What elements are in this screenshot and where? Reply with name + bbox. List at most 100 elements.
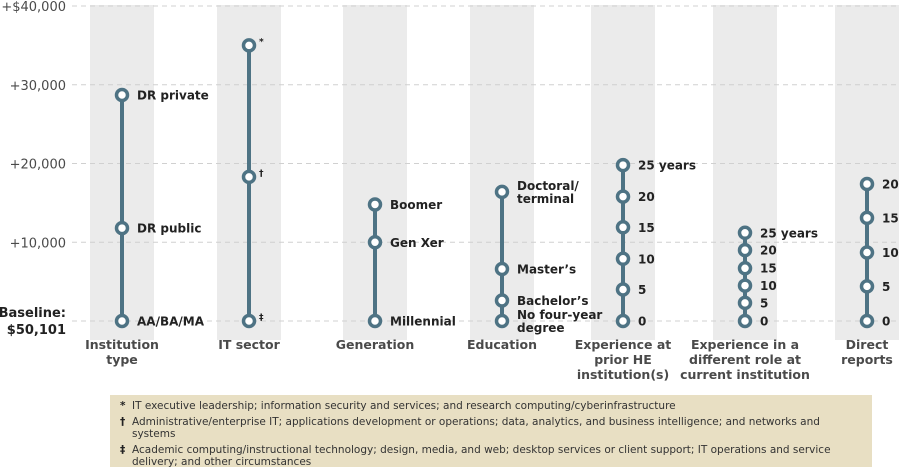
point-label-line: 20 (760, 244, 777, 258)
point-label: 5 (760, 296, 768, 310)
footnote-marker: * (259, 37, 264, 47)
point-label-line: 0 (638, 315, 646, 329)
data-point (737, 225, 753, 241)
point-label-line: Doctoral/ (517, 179, 579, 193)
point-label-line: 10 (760, 279, 777, 293)
footnote-executive: * IT executive leadership; information s… (120, 400, 862, 413)
point-label: 10 (882, 246, 899, 260)
point-label: No four-year degree (517, 308, 602, 335)
point-label-line: AA/BA/MA (137, 315, 205, 329)
data-point (859, 313, 875, 329)
category-label-line: Experience at (575, 337, 672, 352)
point-label: 0 (760, 315, 768, 329)
baseline-label-line: $50,101 (7, 323, 66, 338)
y-tick-label: +10,000 (10, 236, 66, 251)
data-point (737, 242, 753, 258)
point-label: Master’s (517, 263, 576, 277)
data-point (615, 157, 631, 173)
category-label-line: Experience in a (691, 337, 799, 352)
footnote-symbol: † (120, 415, 126, 428)
point-label-line: 5 (882, 280, 890, 294)
data-point (241, 169, 257, 185)
point-label-line: 20 (638, 190, 655, 204)
data-point (367, 235, 383, 250)
data-point (367, 197, 383, 212)
category-label: Experience at prior HE institution(s) (575, 337, 672, 382)
category-label-line: Institution (85, 337, 159, 352)
category-label: Education (467, 337, 537, 352)
point-label-line: 15 (760, 262, 777, 276)
footnote-enterprise: † Administrative/enterprise IT; applicat… (120, 416, 862, 441)
y-tick-label: +30,000 (10, 79, 66, 94)
point-label: Doctoral/terminal (517, 179, 579, 206)
footnote-text: IT executive leadership; information sec… (132, 400, 676, 412)
category-label-line: different role at (689, 352, 801, 367)
category-bands (90, 5, 899, 340)
category-series: DR private DR public AA/BA/MA (114, 87, 209, 329)
point-label-line: 5 (760, 296, 768, 310)
footnote-symbol: ‡ (120, 443, 126, 456)
y-tick-label: +20,000 (10, 158, 66, 173)
point-label: Boomer (390, 198, 442, 212)
point-label: DR public (137, 222, 201, 236)
point-label-line: Master’s (517, 263, 576, 277)
point-label-line: Bachelor’s (517, 294, 589, 308)
data-point (494, 313, 510, 329)
category-label-line: reports (841, 352, 893, 367)
data-point (737, 313, 753, 329)
category-label-line: type (106, 352, 138, 367)
gridlines (72, 5, 900, 322)
data-point (241, 313, 257, 329)
footnote-academic: ‡ Academic computing/instructional techn… (120, 444, 862, 469)
category-series: Boomer Gen Xer Millennial (367, 197, 456, 329)
point-label: Bachelor’s (517, 294, 589, 308)
y-tick-label: +$40,000 (1, 0, 66, 15)
category-series: Doctoral/terminal Master’s Bachelor’sNo fo… (494, 179, 602, 335)
series-group: DR private DR public AA/BA/MA * † ‡ Boomer Gen … (114, 37, 899, 335)
point-label-line: 25 years (638, 159, 696, 173)
point-label-line: terminal (517, 192, 574, 206)
data-point (859, 279, 875, 294)
point-label: DR private (137, 88, 209, 102)
point-label-line: 10 (638, 252, 655, 266)
data-point (241, 38, 257, 53)
point-label-line: Gen Xer (390, 236, 444, 250)
category-series: * † ‡ (241, 37, 264, 329)
point-label-line: 20 (882, 177, 899, 191)
data-point (114, 313, 130, 329)
point-label-line: 5 (638, 283, 646, 297)
point-label-line: Boomer (390, 198, 442, 212)
category-label: Institution type (85, 337, 159, 367)
point-label: 15 (882, 211, 899, 225)
footnote-text: Administrative/enterprise IT; applicatio… (132, 415, 820, 441)
category-series: 25 years 20 15 10 5 0 (615, 157, 696, 329)
range-dot-chart: +10,000 +20,000 +30,000 +$40,000 Baseline: $5… (0, 0, 900, 382)
point-label: 15 (638, 221, 655, 235)
point-label-line: degree (517, 321, 565, 335)
point-label: 20 (760, 244, 777, 258)
point-label: 10 (638, 252, 655, 266)
data-point (615, 220, 631, 235)
point-label-line: 25 years (760, 226, 818, 240)
point-label-line: 10 (882, 246, 899, 260)
data-point (615, 251, 631, 267)
category-label-line: institution(s) (577, 367, 669, 382)
category-label: Direct reports (841, 337, 893, 367)
point-label-line: No four-year (517, 308, 602, 322)
y-axis: +10,000 +20,000 +30,000 +$40,000 Baseline: $5… (0, 0, 66, 338)
point-label-line: 0 (882, 315, 890, 329)
footnote-symbol: * (120, 400, 126, 412)
data-point (114, 87, 130, 103)
x-axis: Institution type IT sector Generation Educat… (85, 337, 893, 382)
point-label: 25 years (760, 226, 818, 240)
data-point (494, 184, 510, 200)
point-label: 25 years (638, 159, 696, 173)
category-series: 20 15 10 5 0 (859, 176, 899, 329)
category-label-line: Direct (846, 337, 889, 352)
point-label: 20 (882, 177, 899, 191)
category-label-line: IT sector (218, 337, 280, 352)
point-label: Millennial (390, 315, 456, 329)
point-label-line: 15 (882, 211, 899, 225)
footnote-marker: † (259, 169, 264, 179)
data-point (859, 176, 875, 192)
